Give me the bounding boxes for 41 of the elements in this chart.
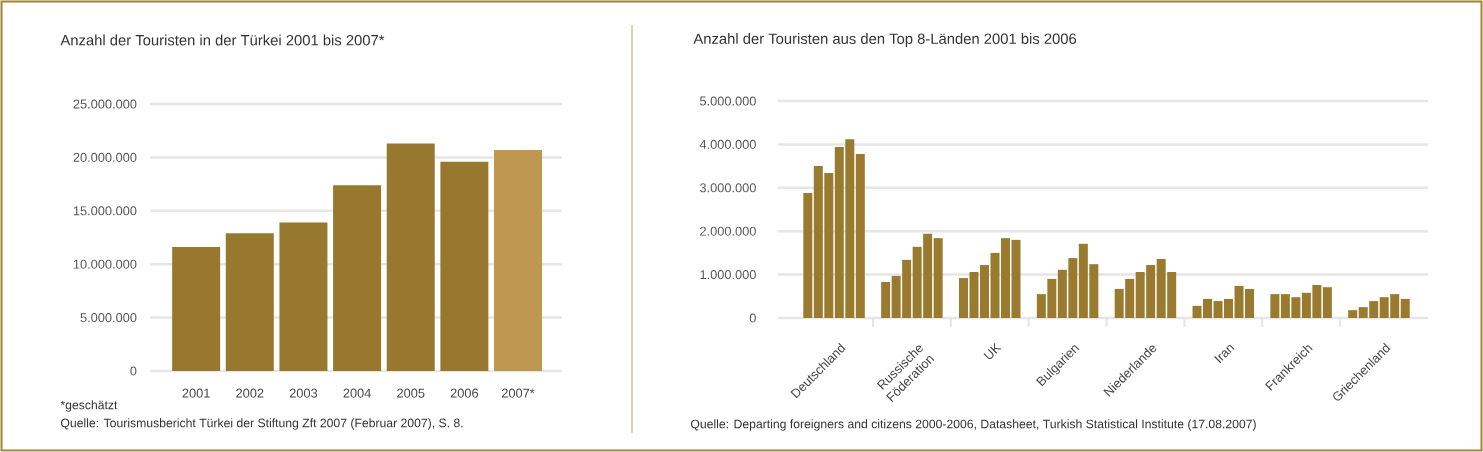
bar xyxy=(803,193,813,318)
bar xyxy=(1400,298,1410,318)
y-tick-label: 10.000.000 xyxy=(73,259,137,269)
x-tick-label: UK xyxy=(983,342,1002,360)
y-tick-label: 0 xyxy=(130,366,137,376)
bar xyxy=(386,143,435,371)
bar xyxy=(333,185,382,371)
bar xyxy=(1270,294,1280,318)
chart-title: Anzahl der Touristen in der Türkei 2001 bis 2007* xyxy=(60,34,385,46)
x-tick-label: Iran xyxy=(1214,344,1235,364)
x-tick-label: 2007* xyxy=(501,388,535,398)
bar xyxy=(279,222,328,371)
chart-title: Anzahl der Touristen aus den Top 8-Länden 2001 bis 2006 xyxy=(693,33,1077,47)
bar xyxy=(933,238,943,318)
x-tick-label: 2006 xyxy=(450,388,479,398)
y-tick-label: 25.000.000 xyxy=(73,99,137,109)
y-tick-label: 1.000.000 xyxy=(700,270,756,280)
x-tick-label: 2003 xyxy=(289,388,318,398)
bar xyxy=(494,149,543,371)
bar xyxy=(855,153,865,318)
y-tick-label: 5.000.000 xyxy=(80,313,137,323)
y-tick-label: 3.000.000 xyxy=(699,183,756,193)
y-tick-label: 0 xyxy=(749,313,756,323)
y-tick-label: 15.000.000 xyxy=(73,206,137,216)
x-tick-label: 2004 xyxy=(343,388,371,398)
y-tick-label: 2.000.000 xyxy=(700,226,756,236)
x-tick-label: 2002 xyxy=(236,388,264,398)
x-tick-label: 2005 xyxy=(397,388,425,398)
source-note: Quelle: Departing foreigners and citizens 2000-2006, Datasheet, Turkish Statistical Institute (17.08.2007) xyxy=(690,419,1256,431)
bar xyxy=(225,233,274,371)
bar xyxy=(1322,287,1332,318)
y-tick-label: 4.000.000 xyxy=(699,139,756,149)
x-tick-label: 2001 xyxy=(182,388,210,398)
text: *geschätzt xyxy=(60,400,118,412)
y-tick-label: 5.000.000 xyxy=(699,96,756,106)
bar xyxy=(440,161,489,371)
bar xyxy=(172,247,221,371)
y-tick-label: 20.000.000 xyxy=(73,152,137,162)
bar xyxy=(881,281,891,318)
bar xyxy=(1348,310,1358,318)
source-note: Quelle: Tourismusbericht Türkei der Stiftung Zft 2007 (Februar 2007), S. 8. xyxy=(61,418,463,430)
